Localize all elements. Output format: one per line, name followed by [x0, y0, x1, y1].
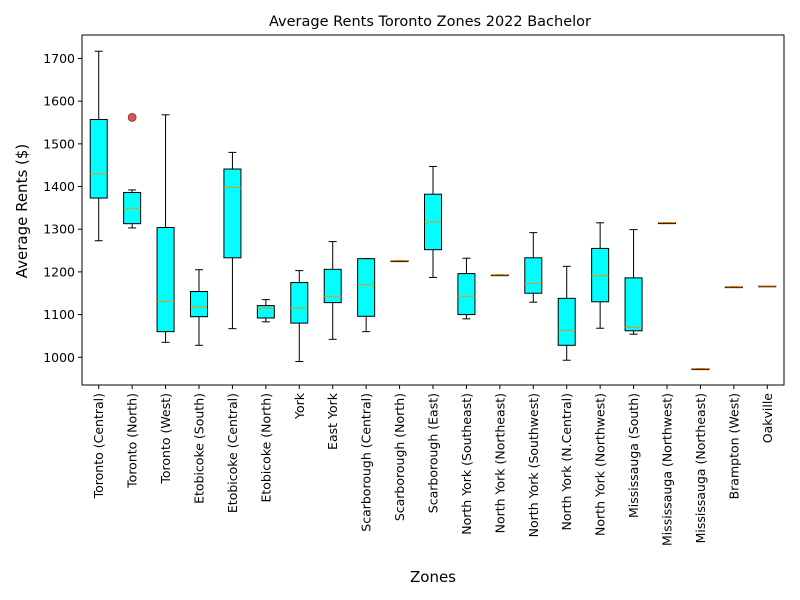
x-tick-label: Toronto (North): [125, 393, 140, 489]
box-iqr: [357, 258, 376, 317]
box-14: [524, 232, 543, 303]
box-11: [424, 165, 442, 278]
box-iqr: [591, 247, 610, 303]
x-tick-label: North York (Northeast): [492, 393, 507, 533]
x-tick-label: Etobicoke (North): [258, 393, 273, 503]
box-5: [223, 151, 242, 330]
y-tick-label: 1200: [43, 264, 75, 279]
box-15: [557, 265, 576, 361]
box-8: [323, 241, 342, 340]
box-iqr: [290, 282, 309, 324]
x-tick-label: Scarborough (East): [426, 393, 441, 513]
x-tick-label: Brampton (West): [726, 393, 741, 499]
box-12: [457, 257, 476, 320]
box-3: [156, 114, 175, 343]
box-iqr: [223, 168, 242, 259]
x-tick-label: North York (Northwest): [593, 393, 608, 536]
box-1: [89, 50, 108, 242]
y-tick-label: 1500: [43, 136, 75, 151]
box-iqr: [323, 268, 342, 304]
box-7: [290, 270, 309, 363]
box-21: [758, 285, 777, 288]
x-tick-label: York: [292, 392, 307, 420]
box-6: [256, 299, 275, 323]
x-tick-label: Toronto (West): [158, 393, 173, 485]
x-tick-label: Mississauga (South): [626, 393, 641, 518]
x-tick-label: Toronto (Central): [91, 393, 106, 499]
box-19: [691, 368, 710, 371]
x-tick-label: North York (Southwest): [526, 393, 541, 537]
x-tick-label: Mississauga (Northeast): [693, 393, 708, 543]
box-2: [123, 112, 142, 229]
chart-title: Average Rents Toronto Zones 2022 Bachelo…: [269, 14, 591, 30]
box-iqr: [190, 291, 208, 318]
x-tick-label: Oakville: [760, 393, 775, 444]
x-tick-label: Scarborough (Central): [359, 393, 374, 532]
box-20: [724, 286, 743, 289]
box-10: [390, 260, 409, 263]
box-iqr: [524, 257, 543, 294]
box-iqr: [156, 227, 175, 333]
box-13: [490, 274, 509, 277]
axes: 1000 1100 1200 1300 1400 1500 1600 1700 Toronto …: [43, 34, 785, 546]
plot-area: [89, 50, 777, 371]
box-iqr: [624, 277, 643, 332]
box-iqr: [256, 305, 275, 319]
x-tick-label: Etobicoke (South): [192, 393, 207, 504]
box-9: [357, 258, 376, 333]
y-tick-label: 1700: [43, 51, 75, 66]
box-iqr: [457, 273, 476, 316]
y-tick-label: 1300: [43, 222, 75, 237]
x-axis-label: Zones: [410, 568, 456, 586]
box-iqr: [89, 119, 108, 199]
outlier-point: [127, 112, 137, 122]
box-4: [190, 269, 208, 346]
x-tick-label: East York: [325, 392, 340, 450]
x-tick-label: Scarborough (North): [392, 393, 407, 521]
y-tick-label: 1600: [43, 94, 75, 109]
box-iqr: [557, 297, 576, 346]
x-tick-label: North York (Southeast): [459, 393, 474, 535]
y-tick-label: 1100: [43, 307, 75, 322]
y-tick-label: 1000: [43, 350, 75, 365]
x-tick-label: North York (N.Central): [559, 393, 574, 531]
x-tick-label: Mississauga (Northwest): [660, 393, 675, 546]
box-18: [658, 222, 676, 225]
y-tick-label: 1400: [43, 179, 75, 194]
box-16: [591, 222, 610, 329]
x-tick-label: Etobicoke (Central): [225, 393, 240, 513]
box-17: [624, 229, 643, 335]
y-axis-label: Average Rents ($): [13, 144, 31, 279]
